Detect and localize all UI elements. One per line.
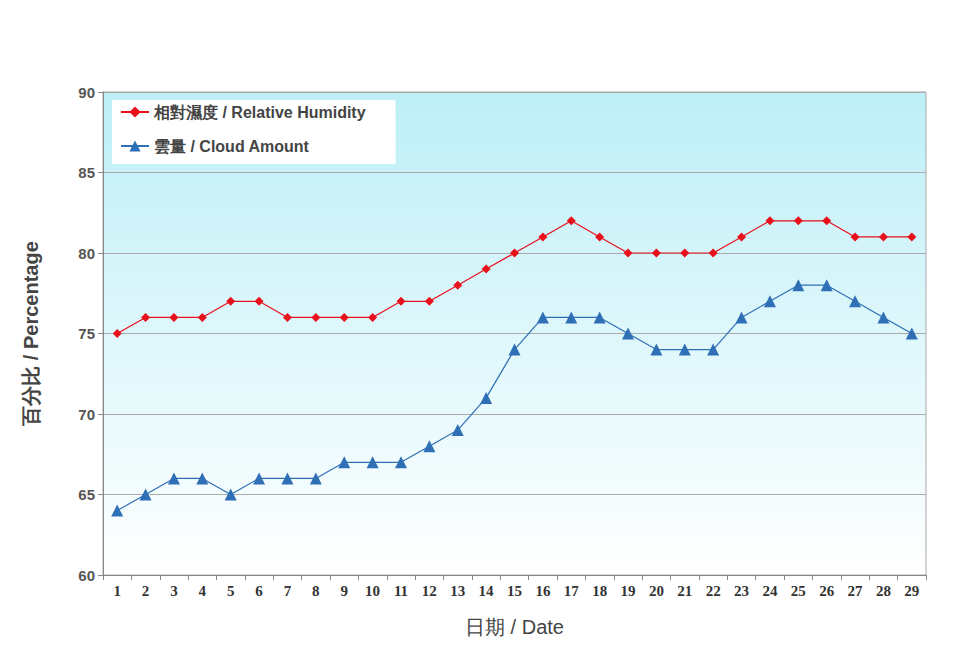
svg-text:28: 28 <box>876 583 891 599</box>
svg-text:90: 90 <box>78 84 95 101</box>
svg-text:9: 9 <box>340 583 348 599</box>
svg-text:65: 65 <box>78 486 95 503</box>
svg-text:21: 21 <box>677 583 692 599</box>
svg-text:22: 22 <box>706 583 721 599</box>
svg-text:24: 24 <box>762 583 778 599</box>
svg-text:70: 70 <box>78 406 95 423</box>
svg-text:25: 25 <box>791 583 806 599</box>
svg-text:15: 15 <box>507 583 522 599</box>
svg-text:相對濕度 / Relative Humidity: 相對濕度 / Relative Humidity <box>153 103 366 121</box>
svg-text:23: 23 <box>734 583 749 599</box>
svg-text:13: 13 <box>450 583 465 599</box>
svg-text:日期 / Date: 日期 / Date <box>465 616 564 638</box>
svg-text:60: 60 <box>78 567 95 584</box>
svg-text:14: 14 <box>479 583 495 599</box>
svg-text:1: 1 <box>113 583 121 599</box>
svg-text:3: 3 <box>170 583 178 599</box>
svg-text:80: 80 <box>78 245 95 262</box>
svg-text:5: 5 <box>227 583 235 599</box>
svg-text:12: 12 <box>422 583 437 599</box>
svg-text:26: 26 <box>819 583 835 599</box>
svg-text:11: 11 <box>394 583 408 599</box>
svg-text:雲量 / Cloud Amount: 雲量 / Cloud Amount <box>154 138 310 155</box>
svg-text:百分比 / Percentage: 百分比 / Percentage <box>20 241 42 427</box>
svg-text:2: 2 <box>142 583 150 599</box>
svg-text:16: 16 <box>535 583 551 599</box>
svg-text:18: 18 <box>592 583 607 599</box>
svg-text:19: 19 <box>621 583 636 599</box>
svg-text:20: 20 <box>649 583 664 599</box>
svg-text:17: 17 <box>564 583 580 599</box>
svg-text:8: 8 <box>312 583 320 599</box>
svg-text:10: 10 <box>365 583 380 599</box>
svg-text:4: 4 <box>199 583 207 599</box>
svg-text:75: 75 <box>78 325 95 342</box>
svg-text:29: 29 <box>904 583 919 599</box>
svg-text:27: 27 <box>848 583 864 599</box>
svg-text:6: 6 <box>255 583 263 599</box>
svg-text:85: 85 <box>78 164 95 181</box>
svg-text:7: 7 <box>284 583 292 599</box>
